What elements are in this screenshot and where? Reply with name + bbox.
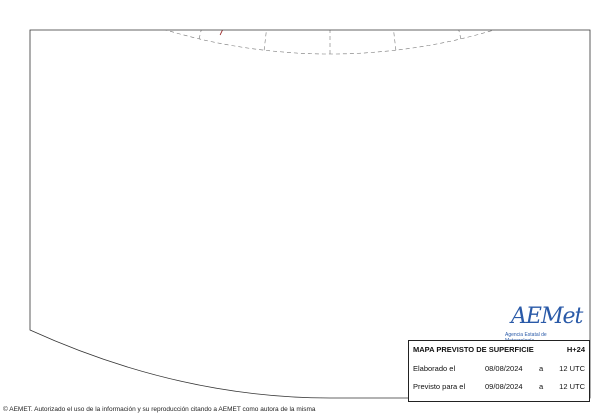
- aemet-logo-word: AEMet: [511, 304, 583, 329]
- isobar: [28, 0, 326, 15]
- previsto-a: a: [539, 382, 544, 391]
- parallel: [30, 30, 590, 55]
- elaborado-time: 12 UTC: [559, 364, 585, 373]
- forecast-horizon: H+24: [566, 345, 585, 354]
- copyright-notice: © AEMET. Autorizado el uso de la informa…: [3, 406, 316, 413]
- pressure-centers: AABBBbbbbbbbbbbaaaaaaa: [109, 0, 443, 12]
- previsto-label: Previsto para el: [413, 382, 466, 391]
- map-info-box: MAPA PREVISTO DE SUPERFICIE H+24 Elabora…: [408, 340, 590, 402]
- previsto-time: 12 UTC: [559, 382, 585, 391]
- previsto-date: 09/08/2024: [485, 382, 523, 391]
- meridian: [136, 0, 302, 20]
- meridian: [348, 30, 462, 39]
- low-pressure-label: B: [250, 0, 263, 12]
- isobars: [28, 0, 455, 17]
- elaborado-label: Elaborado el: [413, 364, 456, 373]
- isobar: [198, 0, 341, 17]
- map-title: MAPA PREVISTO DE SUPERFICIE: [413, 345, 534, 354]
- graticule: [30, 0, 590, 55]
- meridian: [198, 30, 312, 39]
- meridian: [358, 0, 524, 20]
- meridian: [339, 30, 397, 51]
- elaborado-a: a: [539, 364, 544, 373]
- meridian: [263, 30, 321, 51]
- elaborado-date: 08/08/2024: [485, 364, 523, 373]
